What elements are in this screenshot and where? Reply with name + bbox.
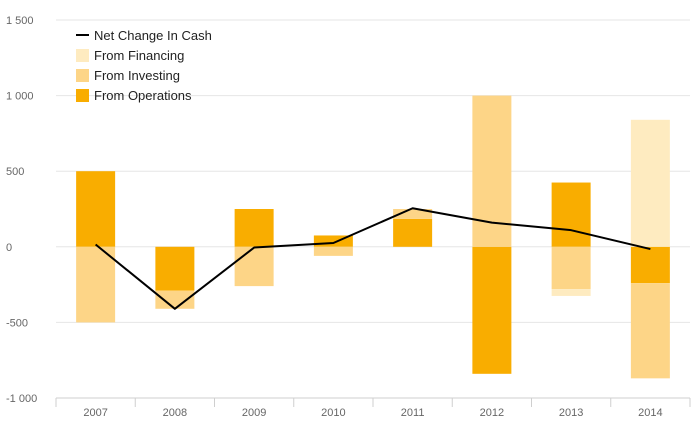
bar-from-operations-2009: [234, 209, 274, 247]
bar-from-financing-2014: [630, 119, 670, 247]
legend-box-swatch: [76, 69, 89, 82]
bar-from-operations-2014: [630, 246, 670, 284]
bars: [76, 95, 670, 379]
bar-from-operations-2007: [76, 171, 116, 247]
legend-label: Net Change In Cash: [94, 28, 212, 43]
bar-from-operations-2013: [551, 182, 591, 247]
x-tick-label: 2008: [163, 407, 187, 419]
bar-from-investing-2010: [313, 246, 353, 256]
legend-item: From Investing: [76, 68, 180, 83]
bar-from-investing-2014: [630, 283, 670, 379]
net-change-line: [94, 207, 651, 310]
y-tick-label: 0: [6, 242, 12, 254]
legend: Net Change In Cash From Financing From Inv…: [76, 28, 212, 103]
x-tick-label: 2007: [83, 407, 107, 419]
bar-from-operations-2010: [313, 235, 353, 247]
legend-label: From Operations: [94, 88, 192, 103]
x-tick-label: 2009: [242, 407, 266, 419]
x-tick-label: 2010: [321, 407, 345, 419]
y-tick-label: -500: [6, 317, 28, 329]
y-tick-label: 500: [6, 166, 24, 178]
legend-box-swatch: [76, 89, 89, 102]
bar-from-operations-2011: [393, 218, 433, 247]
x-tick-label: 2013: [559, 407, 583, 419]
bar-from-operations-2012: [472, 246, 512, 374]
y-tick-labels: 1 500 1 000 500 0 -500 -1 000: [6, 15, 37, 405]
x-tick-labels: 2007 2008 2009 2010 2011 2012 2013 2014: [55, 398, 691, 419]
x-tick-label: 2012: [480, 407, 504, 419]
net-change-line-series: [94, 207, 651, 310]
bar-from-investing-2008: [155, 290, 195, 309]
bar-from-investing-2013: [551, 246, 591, 290]
legend-label: From Investing: [94, 68, 180, 83]
legend-label: From Financing: [94, 48, 184, 63]
legend-box-swatch: [76, 49, 89, 62]
legend-item: From Financing: [76, 48, 184, 63]
bar-from-operations-2008: [155, 246, 195, 291]
bar-from-investing-2011: [393, 209, 433, 219]
x-tick-label: 2014: [638, 407, 662, 419]
y-tick-label: 1 500: [6, 15, 34, 27]
y-tick-label: 1 000: [6, 91, 34, 103]
bar-from-investing-2009: [234, 246, 274, 287]
bar-from-investing-2007: [76, 246, 116, 323]
legend-item: Net Change In Cash: [76, 28, 212, 43]
bar-from-financing-2013: [551, 289, 591, 296]
x-tick-label: 2011: [401, 407, 425, 419]
legend-item: From Operations: [76, 88, 192, 103]
y-tick-label: -1 000: [6, 393, 37, 405]
